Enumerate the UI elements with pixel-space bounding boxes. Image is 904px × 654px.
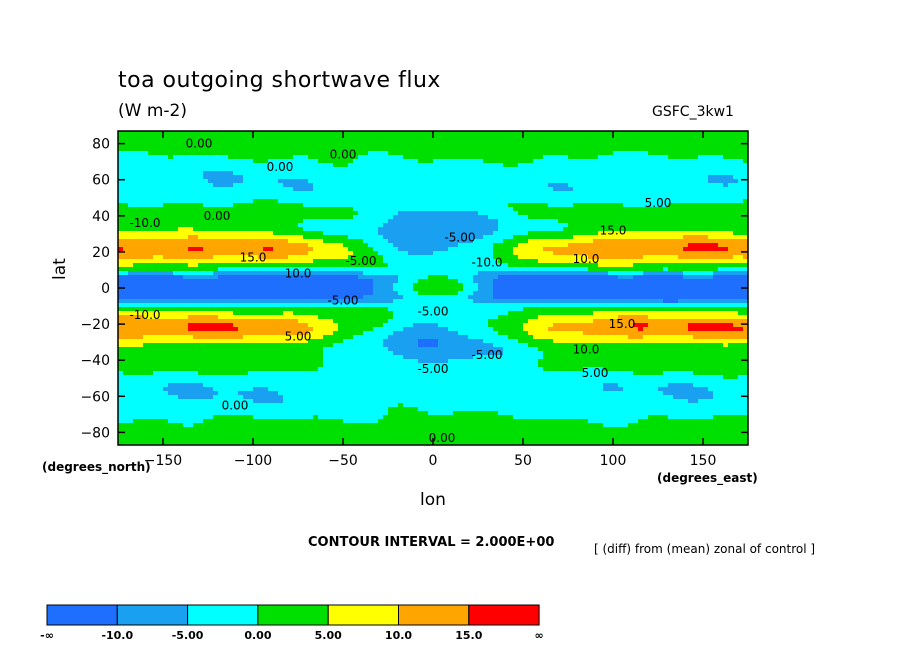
colorbar: -∞ -10.0 -5.00 0.00 5.00 10.0 15.0 ∞ [40,604,544,642]
contour-label: 5.00 [645,196,672,210]
x-tick-label: 100 [600,453,627,469]
x-axis-label: lon [420,490,446,510]
colorbar-label: -10.0 [101,629,133,642]
contour-label: -10.0 [129,308,160,322]
colorbar-swatch [257,604,329,626]
chart-source: GSFC_3kw1 [652,104,734,120]
colorbar-swatch [116,604,189,626]
contour-label: -5.00 [327,294,358,308]
y-tick-label: 40 [92,209,110,225]
contour-label: -5.00 [417,362,448,376]
x-tick-label: 50 [514,453,532,469]
colorbar-swatch [398,604,470,626]
chart-units: (W m-2) [118,101,187,121]
colorbar-label: 0.00 [244,629,271,642]
colorbar-swatch [327,604,400,626]
contour-interval-text: CONTOUR INTERVAL = 2.000E+00 [308,535,555,550]
contour-label: 0.00 [186,137,213,151]
colorbar-label: 15.0 [455,629,482,642]
y-axis-ticks: 80 60 40 20 0 −20 −40 −60 −80 [80,137,748,441]
y-tick-label: −40 [80,353,110,369]
y-axis-label: lat [50,258,70,280]
colorbar-label: 5.00 [315,629,342,642]
colorbar-label: -5.00 [172,629,204,642]
contour-label: 0.00 [204,209,231,223]
colorbar-swatch [46,604,118,626]
contour-label: -5.00 [345,254,376,268]
y-tick-label: −80 [80,425,110,441]
x-tick-label: 0 [429,453,438,469]
x-tick-label: −100 [234,453,272,469]
contour-label: -5.00 [444,230,475,244]
y-axis-units: (degrees_north) [42,460,151,474]
x-tick-label: −50 [328,453,358,469]
contour-label: 15.0 [600,223,627,237]
x-tick-label: 150 [690,453,717,469]
y-tick-label: −60 [80,389,110,405]
x-axis-units: (degrees_east) [657,471,758,485]
contour-field [118,131,748,445]
colorbar-swatch [187,604,259,626]
contour-label: 0.00 [222,398,249,412]
contour-label: -5.00 [471,348,502,362]
contour-label: 0.00 [267,160,294,174]
colorbar-label: ∞ [535,629,544,642]
contour-label: 10.0 [285,267,312,281]
chart-title: toa outgoing shortwave flux [118,68,441,93]
contour-label: -5.00 [417,304,448,318]
contour-label: 15.0 [240,250,267,264]
y-tick-label: −20 [80,317,110,333]
colorbar-swatch [468,604,540,626]
contour-label: 5.00 [582,366,609,380]
contour-label: 5.00 [285,330,312,344]
contour-label: 10.0 [573,342,600,356]
contour-label: 0.00 [330,147,357,161]
colorbar-label: -∞ [40,629,54,642]
contour-label: -10.0 [471,256,502,270]
y-tick-label: 0 [101,281,110,297]
contour-label: 10.0 [573,252,600,266]
contour-label: -10.0 [129,216,160,230]
y-tick-label: 80 [92,137,110,153]
x-tick-label: −150 [144,453,182,469]
x-axis-ticks: −150 −100 −50 0 50 100 150 [144,131,717,469]
diff-note: [ (diff) from (mean) zonal of control ] [594,542,816,556]
y-tick-label: 60 [92,173,110,189]
contour-labels: 0.00 0.00 0.00 0.00 -10.0 -5.00 -10.0 15.0 -5.00… [129,137,671,445]
contour-label: 15.0 [609,317,636,331]
colorbar-label: 10.0 [385,629,412,642]
y-tick-label: 20 [92,245,110,261]
contour-label: 0.00 [429,431,456,445]
